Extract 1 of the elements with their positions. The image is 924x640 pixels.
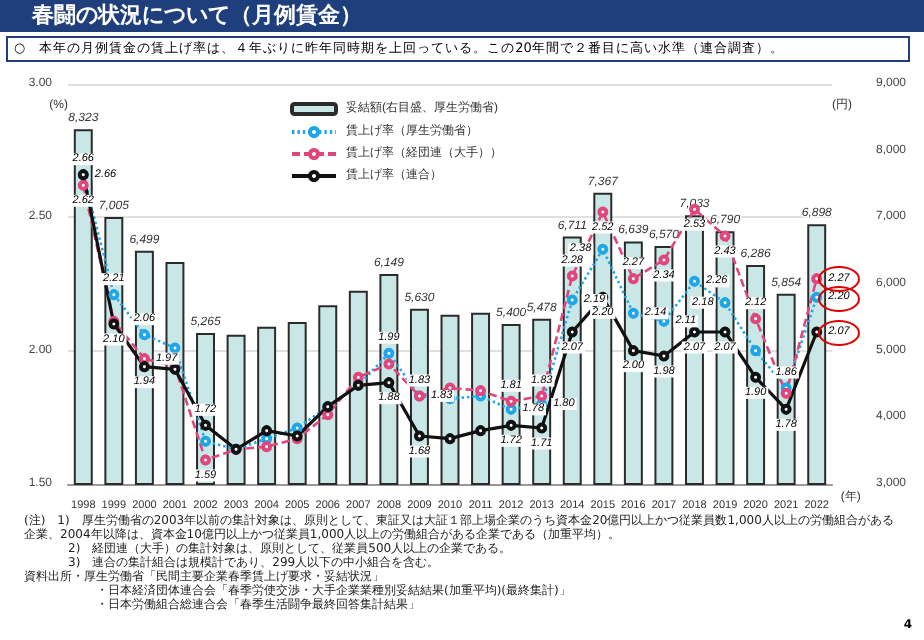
chart-title: 春闘の状況について（月例賃金） (0, 0, 924, 32)
